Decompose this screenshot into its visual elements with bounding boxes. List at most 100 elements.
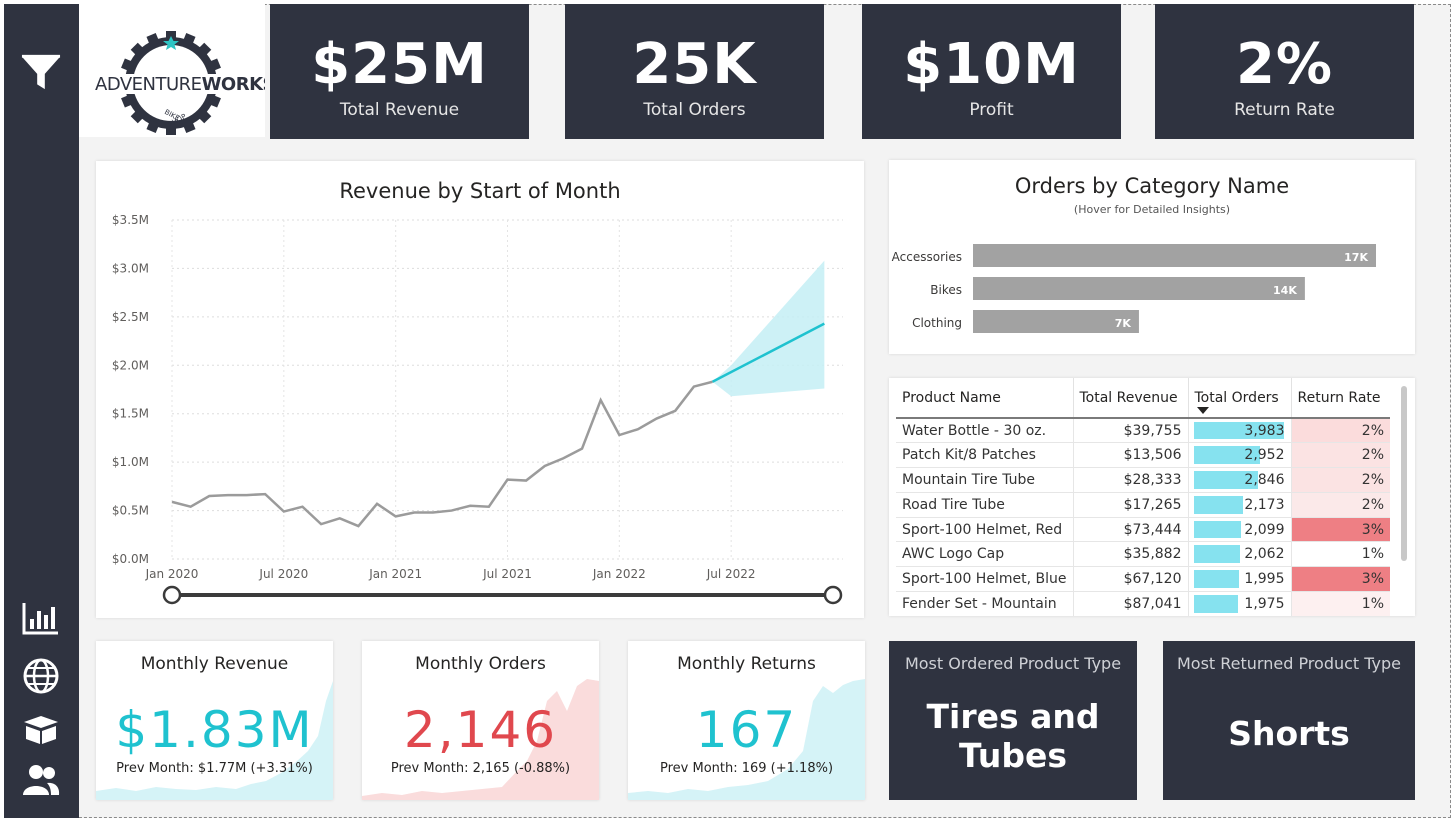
- orders-databar: [1193, 495, 1243, 514]
- cell-total-orders: 2,952: [1188, 442, 1292, 469]
- cell-total-orders-value: 3,983: [1244, 422, 1285, 439]
- table-row[interactable]: Sport-100 Helmet, Blue $67,120 1,995 3%: [896, 566, 1390, 593]
- y-tick-label: $1.5M: [112, 407, 149, 421]
- table-scrollbar[interactable]: [1401, 386, 1407, 561]
- table-row[interactable]: AWC Logo Cap $35,882 2,062 1%: [896, 541, 1390, 568]
- monthly-revenue-value: $1.83M: [115, 701, 314, 759]
- cell-total-orders: 2,173: [1188, 492, 1292, 518]
- kpi-total-revenue: $25M Total Revenue: [270, 4, 529, 139]
- category-value-label: 7K: [1115, 317, 1132, 330]
- orders-databar: [1193, 520, 1241, 539]
- forecast-band: [712, 260, 825, 397]
- y-tick-label: $0.0M: [112, 552, 149, 566]
- sidebar: [4, 4, 79, 818]
- most-returned-card: Most Returned Product Type Shorts: [1163, 641, 1415, 800]
- category-label: Bikes: [930, 283, 962, 297]
- revenue-chart-card[interactable]: Revenue by Start of Month $3.5M $3.0M $2.5…: [96, 161, 864, 618]
- cell-product-name: Sport-100 Helmet, Blue: [896, 566, 1074, 593]
- kpi-value: 25K: [632, 32, 757, 97]
- sort-desc-icon[interactable]: [1196, 407, 1209, 414]
- cell-total-orders-value: 2,099: [1244, 521, 1285, 538]
- cell-product-name: Patch Kit/8 Patches: [896, 442, 1074, 469]
- kpi-return-rate: 2% Return Rate: [1155, 4, 1414, 139]
- filter-icon[interactable]: [21, 52, 61, 92]
- table-row[interactable]: Sport-100 Helmet, Red $73,444 2,099 3%: [896, 517, 1390, 543]
- forecast-line: [711, 322, 825, 383]
- category-bar-chart[interactable]: Accessories 17K Bikes 14K Clothing 7K: [889, 160, 1415, 354]
- y-tick-label: $2.5M: [112, 310, 149, 324]
- cell-total-revenue: $87,041: [1073, 591, 1189, 616]
- orders-databar: [1193, 595, 1239, 613]
- x-tick-label: Jul 2022: [706, 567, 756, 581]
- date-range-slider-start-handle[interactable]: [162, 585, 182, 605]
- cell-return-rate: 3%: [1291, 566, 1390, 593]
- kpi-value: $10M: [903, 32, 1080, 97]
- table-row[interactable]: Patch Kit/8 Patches $13,506 2,952 2%: [896, 442, 1390, 469]
- cell-return-rate: 2%: [1291, 442, 1390, 469]
- col-header-total-orders[interactable]: Total Orders: [1188, 378, 1292, 419]
- monthly-returns-sparkline: [628, 679, 865, 800]
- most-returned-value: Shorts: [1228, 714, 1350, 753]
- category-chart-card[interactable]: Orders by Category Name (Hover for Detai…: [889, 160, 1415, 354]
- table-row[interactable]: Road Tire Tube $17,265 2,173 2%: [896, 492, 1390, 518]
- orders-databar: [1193, 471, 1258, 489]
- monthly-revenue-title: Monthly Revenue: [140, 654, 289, 674]
- cell-total-revenue: $73,444: [1073, 517, 1189, 543]
- cell-product-name: Sport-100 Helmet, Red: [896, 517, 1074, 543]
- orders-databar: [1193, 545, 1241, 564]
- cell-total-revenue: $35,882: [1073, 541, 1189, 568]
- most-ordered-value-line2: Tubes: [958, 736, 1068, 775]
- kpi-label: Return Rate: [1234, 100, 1335, 120]
- x-tick-label: Jan 2021: [368, 567, 422, 581]
- star-icon: [163, 36, 179, 50]
- monthly-revenue-sparkline: [96, 681, 333, 800]
- x-tick-label: Jan 2020: [145, 567, 199, 581]
- users-icon[interactable]: [21, 760, 61, 800]
- cell-total-orders: 2,099: [1188, 517, 1292, 543]
- monthly-orders-sparkline: [362, 679, 599, 800]
- col-header-product-name[interactable]: Product Name: [896, 378, 1074, 419]
- kpi-label: Profit: [969, 100, 1014, 120]
- revenue-line-chart[interactable]: $3.5M $3.0M $2.5M $2.0M $1.5M $1.0M $0.5M $0.0M…: [96, 161, 864, 618]
- cell-total-orders-value: 2,062: [1244, 546, 1285, 563]
- x-tick-label: Jul 2021: [482, 567, 532, 581]
- kpi-profit: $10M Profit: [862, 4, 1121, 139]
- most-ordered-title: Most Ordered Product Type: [904, 654, 1122, 673]
- cell-total-revenue: $17,265: [1073, 492, 1189, 518]
- cell-product-name: Water Bottle - 30 oz.: [896, 418, 1074, 444]
- kpi-total-orders: 25K Total Orders: [565, 4, 824, 139]
- kpi-label: Total Orders: [643, 100, 746, 120]
- revenue-chart-title: Revenue by Start of Month: [339, 179, 621, 203]
- col-header-total-revenue[interactable]: Total Revenue: [1073, 378, 1189, 419]
- box-icon[interactable]: [21, 710, 61, 750]
- kpi-value: 2%: [1235, 32, 1334, 97]
- cell-total-orders-value: 1,975: [1244, 595, 1285, 612]
- cell-return-rate: 1%: [1291, 541, 1390, 568]
- table-row[interactable]: Mountain Tire Tube $28,333 2,846 2%: [896, 467, 1390, 493]
- category-bar[interactable]: [973, 277, 1305, 300]
- monthly-returns-prev: Prev Month: 169 (+1.18%): [659, 761, 834, 776]
- cell-total-orders: 1,995: [1188, 566, 1292, 593]
- bar-chart-icon[interactable]: [21, 598, 61, 638]
- col-header-return-rate[interactable]: Return Rate: [1291, 378, 1390, 419]
- monthly-orders-card: Monthly Orders 2,146 Prev Month: 2,165 (…: [362, 641, 599, 800]
- cell-product-name: Road Tire Tube: [896, 492, 1074, 518]
- date-range-slider-end-handle[interactable]: [823, 585, 843, 605]
- category-chart-title: Orders by Category Name: [1014, 174, 1290, 198]
- table-row[interactable]: Fender Set - Mountain $87,041 1,975 1%: [896, 591, 1390, 616]
- col-header-total-orders-label: Total Orders: [1194, 389, 1279, 406]
- globe-icon[interactable]: [21, 656, 61, 696]
- kpi-label: Total Revenue: [339, 100, 460, 120]
- most-returned-title: Most Returned Product Type: [1176, 654, 1402, 673]
- y-tick-label: $1.0M: [112, 455, 149, 469]
- category-value-label: 14K: [1273, 284, 1297, 297]
- category-bar[interactable]: [973, 310, 1139, 333]
- category-bar[interactable]: [973, 244, 1376, 267]
- revenue-series-line: [171, 380, 713, 528]
- cell-total-orders-value: 2,952: [1244, 447, 1285, 464]
- product-table-card[interactable]: Product Name Total Revenue Total Orders …: [889, 378, 1415, 616]
- table-row[interactable]: Water Bottle - 30 oz. $39,755 3,983 2%: [896, 418, 1390, 444]
- x-tick-label: Jul 2020: [258, 567, 308, 581]
- cell-total-orders: 2,062: [1188, 541, 1292, 568]
- cell-return-rate: 2%: [1291, 467, 1390, 493]
